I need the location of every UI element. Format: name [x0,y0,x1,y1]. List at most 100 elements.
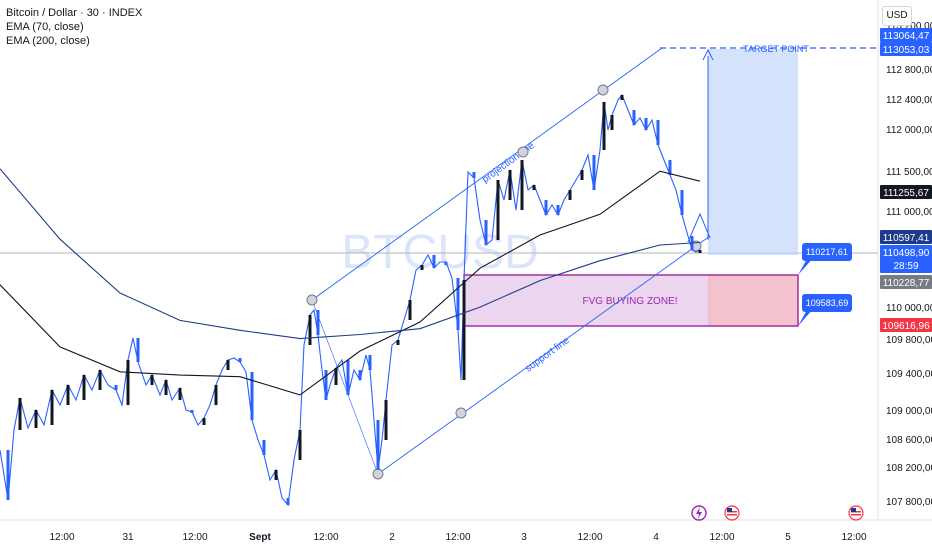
callout-value: 109583,69 [806,298,849,308]
candle [532,185,536,190]
candle [472,172,476,178]
price-callout: 109583,69 [798,294,852,326]
x-tick-label: 12:00 [313,532,338,543]
candle [376,420,380,470]
series-line-ema70 [0,170,701,396]
legend-ema200[interactable]: EMA (200, close) [6,35,90,47]
candle [668,160,672,175]
candle [680,190,684,215]
candle [346,360,350,395]
price-tag-countdown: 28:59 [893,261,918,272]
y-tick-label: 108 600,00 [886,435,932,446]
x-tick-label: 12:00 [182,532,207,543]
price-tag-value: 109616,96 [882,321,930,332]
flag-canton [851,508,856,512]
y-tick-label: 111 000,00 [886,207,932,218]
price-tag-bg [880,28,932,42]
price-tag-value: 110228,77 [883,278,930,289]
candle [368,355,372,370]
candle [6,450,10,500]
target-point-label: TARGET POINT [743,44,809,54]
legend-ema70[interactable]: EMA (70, close) [6,21,84,33]
flag-stripe [727,514,737,516]
candle [484,220,488,245]
candle [462,280,466,380]
candle [262,440,266,455]
y-tick-label: 112 800,00 [886,65,932,76]
price-tag-bg [880,230,932,244]
stop-zone [708,275,798,326]
candle [384,400,388,440]
candle [308,315,312,345]
candle [150,375,154,385]
support-channel-line [377,235,711,475]
price-tag-bg [880,185,932,199]
candle [358,370,362,380]
price-tag-value: 113053,03 [883,45,930,56]
candle [126,360,130,405]
x-tick-label: 5 [785,532,791,543]
candle [444,262,448,265]
y-tick-label: 111 500,00 [886,167,932,178]
pivot-marker [306,294,318,306]
candle [396,340,400,345]
y-tick-label: 109 000,00 [886,406,932,417]
callout-pointer [798,257,814,275]
x-tick-label: 3 [521,532,527,543]
currency-button[interactable]: USD [882,6,912,26]
price-tag-value: 111255,67 [883,188,929,199]
y-tick-label: 110 000,00 [886,303,932,314]
candle [114,385,118,390]
candle [580,170,584,180]
candle [324,370,328,400]
callout-bg [802,294,852,312]
x-tick-label: 12:00 [709,532,734,543]
y-tick-label: 107 800,00 [886,497,932,508]
support-line-label: support line [523,335,572,375]
candle [592,155,596,190]
candle [456,278,460,330]
candle [190,410,194,413]
price-tag: 110597,41 [880,230,932,244]
candle [632,110,636,125]
projection-zigzag [687,212,711,243]
candle [698,250,702,253]
channel-edge-left [311,299,379,475]
y-tick-label: 112 400,00 [886,95,932,106]
chart-legend: Bitcoin / Dollar · 30 · INDEX EMA (70, c… [6,6,142,48]
candle [286,498,290,505]
fvg-label: FVG BUYING ZONE! [582,296,677,307]
lightning-glyph [696,507,702,519]
x-tick-label: 4 [653,532,659,543]
candle [644,118,648,130]
target-zone [708,49,798,255]
price-tag: 109616,96 [880,318,932,332]
pivot-marker [372,468,384,480]
price-tag: 113064,47 [880,28,932,42]
candle [202,418,206,425]
price-tag-bg [880,275,932,289]
candle [298,430,302,460]
candle [164,380,168,395]
candle [568,190,572,200]
candle [556,205,560,215]
candle [238,358,242,362]
x-tick-label: 12:00 [49,532,74,543]
price-tag: 111255,67 [880,185,932,199]
flag-canton [727,508,732,512]
x-tick-label: 31 [122,532,134,543]
candle [544,200,548,215]
price-tag: 110228,77 [880,275,932,289]
flag-stripe [851,514,861,516]
candle [408,300,412,320]
pivot-marker [455,407,467,419]
candle [250,372,254,420]
candle [34,410,38,428]
candle [136,338,140,362]
y-tick-label: 108 200,00 [886,463,932,474]
candle [18,398,22,430]
candle [610,115,614,130]
price-tag-value: 113064,47 [883,31,930,42]
callout-value: 110217,61 [806,247,848,257]
